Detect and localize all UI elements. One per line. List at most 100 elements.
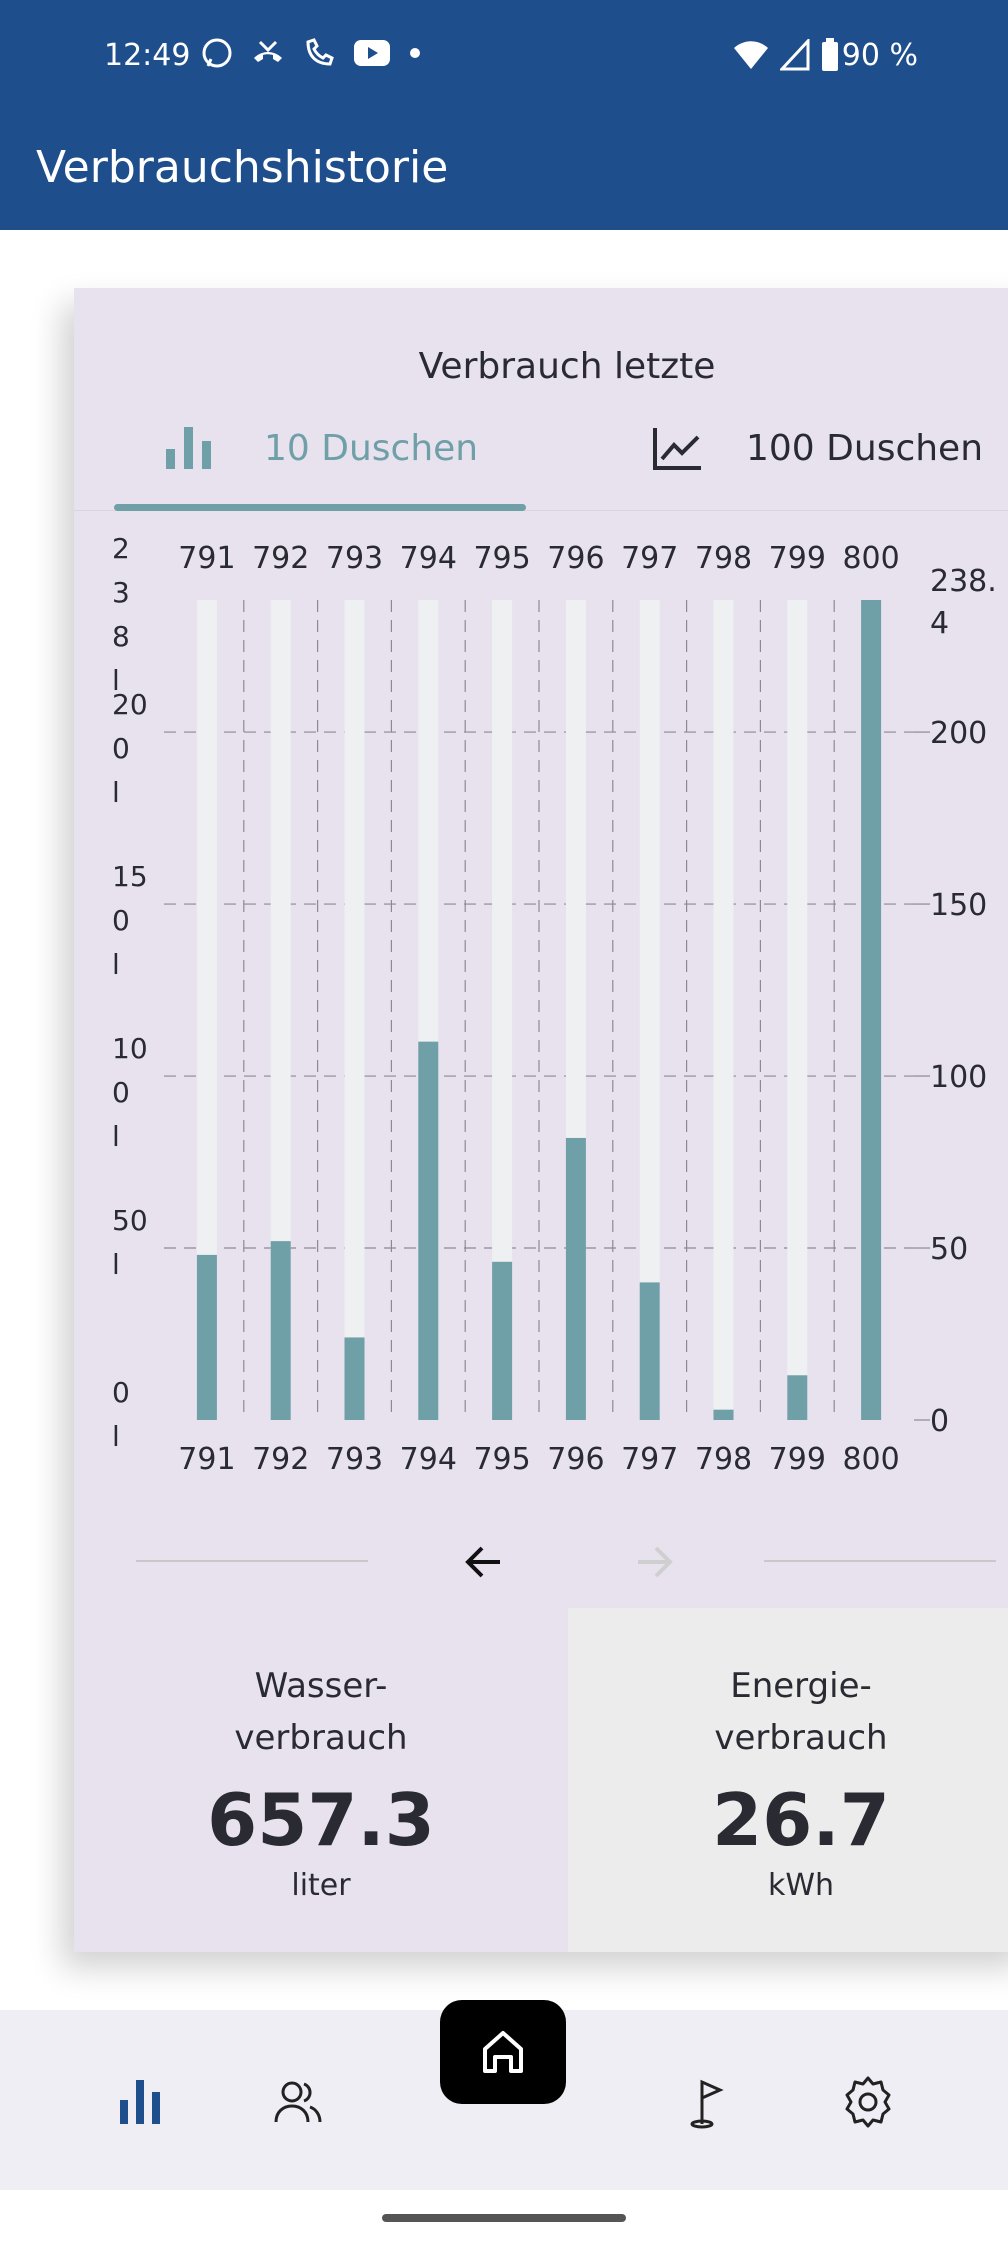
energy-label-line1: Energie-: [730, 1666, 872, 1706]
wifi-icon: [734, 41, 768, 69]
bar-track: [270, 600, 291, 1420]
tab-indicator: [114, 504, 526, 511]
x-tick-bottom-795: 795: [473, 1442, 530, 1477]
tab-10-showers[interactable]: 10 Duschen: [164, 418, 478, 478]
bar-791: [196, 1254, 217, 1420]
whatsapp-icon: [202, 38, 232, 68]
x-tick-bottom-798: 798: [695, 1442, 752, 1477]
left-axis-label: 0: [112, 904, 130, 937]
line-chart-icon: [653, 428, 701, 470]
x-tick-bottom-794: 794: [400, 1442, 457, 1477]
water-consumption-panel: Wasser- verbrauch 657.3 liter: [74, 1608, 568, 1952]
previous-arrow-icon[interactable]: [454, 1532, 514, 1592]
water-consumption-label: Wasser- verbrauch: [74, 1660, 568, 1764]
x-tick-top-793: 793: [326, 541, 383, 576]
consumption-card: Verbrauch letzte 10 Duschen 100 Duschen …: [74, 288, 1008, 1952]
battery-icon: [822, 38, 838, 71]
youtube-icon: [354, 40, 390, 66]
x-tick-top-797: 797: [621, 541, 678, 576]
left-axis-label: 10: [112, 1032, 148, 1065]
x-tick-bottom-791: 791: [178, 1442, 235, 1477]
bar-799: [787, 1375, 808, 1420]
left-axis-label: 0: [112, 1376, 130, 1409]
water-consumption-value: 657.3: [207, 1778, 435, 1862]
consumption-bar-chart: 791 791 792 792 793 793 794 794 795 795 796 796 797 7…: [112, 532, 997, 1477]
bottom-navigation: [0, 2000, 1008, 2190]
right-axis-label: 50: [930, 1232, 968, 1267]
energy-consumption-unit: kWh: [767, 1868, 835, 1903]
left-axis-label: 15: [112, 860, 148, 893]
settings-icon[interactable]: [836, 2070, 900, 2134]
x-tick-bottom-792: 792: [252, 1442, 309, 1477]
x-tick-bottom-797: 797: [621, 1442, 678, 1477]
left-axis-max-label: 3: [112, 576, 130, 609]
app-bar: Verbrauchshistorie: [0, 120, 1008, 230]
bar-797: [639, 1282, 660, 1420]
bar-track: [492, 600, 513, 1420]
bar-795: [492, 1261, 513, 1420]
x-tick-top-800: 800: [842, 541, 899, 576]
x-tick-bottom-799: 799: [769, 1442, 826, 1477]
card-heading: Verbrauch letzte: [418, 346, 716, 387]
bar-800: [861, 600, 882, 1420]
bar-794: [418, 1041, 439, 1420]
right-axis-label: 100: [930, 1060, 987, 1095]
energy-label-line2: verbrauch: [714, 1718, 888, 1758]
next-arrow-icon[interactable]: [624, 1532, 684, 1592]
left-axis-label: 50: [112, 1204, 148, 1237]
water-consumption-unit: liter: [291, 1868, 351, 1903]
chart-pagination: [74, 1526, 1008, 1596]
missed-call-icon: [254, 40, 282, 62]
water-label-line2: verbrauch: [234, 1718, 408, 1758]
x-tick-top-791: 791: [178, 541, 235, 576]
left-axis-label: l: [112, 1248, 120, 1281]
more-dot-icon: [410, 48, 420, 58]
x-tick-top-794: 794: [400, 541, 457, 576]
goal-flag-icon[interactable]: [678, 2070, 742, 2134]
energy-consumption-label: Energie- verbrauch: [568, 1660, 1008, 1764]
left-axis-label: 0: [112, 1076, 130, 1109]
left-axis-label: l: [112, 776, 120, 809]
notification-icons: [200, 36, 422, 70]
signal-icon: [780, 39, 810, 71]
tab-100-showers-label: 100 Duschen: [746, 427, 984, 469]
tab-100-showers[interactable]: 100 Duschen: [652, 418, 983, 478]
left-axis-label: l: [112, 948, 120, 981]
bar-track: [639, 600, 660, 1420]
bar-793: [344, 1337, 365, 1420]
bar-796: [565, 1137, 586, 1420]
bar-track: [787, 600, 808, 1420]
status-bar: 12:49 90 %: [0, 0, 1008, 120]
users-icon[interactable]: [266, 2070, 330, 2134]
right-axis-max-label: 238.: [930, 564, 997, 599]
home-icon: [483, 2031, 523, 2073]
energy-consumption-value: 26.7: [712, 1778, 890, 1862]
left-axis-label: 20: [112, 688, 148, 721]
bar-track: [344, 600, 365, 1420]
home-button[interactable]: [440, 2000, 566, 2104]
left-axis-label: l: [112, 1120, 120, 1153]
page-title: Verbrauchshistorie: [36, 142, 449, 193]
left-axis-max-label: 2: [112, 532, 130, 565]
right-axis-label: 150: [930, 888, 987, 923]
tab-divider: [74, 510, 1008, 511]
bar-chart-icon: [166, 427, 211, 469]
energy-consumption-panel: Energie- verbrauch 26.7 kWh: [568, 1608, 1008, 1952]
left-axis-max-label: l: [112, 664, 120, 697]
call-icon: [306, 38, 334, 66]
bar-798: [713, 1409, 734, 1420]
left-axis-label: 0: [112, 732, 130, 765]
left-axis-max-label: 8: [112, 620, 130, 653]
x-tick-bottom-796: 796: [547, 1442, 604, 1477]
statistics-icon[interactable]: [108, 2070, 172, 2134]
tab-10-showers-label: 10 Duschen: [264, 427, 479, 469]
water-label-line1: Wasser-: [254, 1666, 388, 1706]
bar-track: [713, 600, 734, 1420]
pagination-line-left: [136, 1560, 368, 1562]
bar-track: [196, 600, 217, 1420]
status-time: 12:49: [104, 38, 191, 73]
x-tick-top-792: 792: [252, 541, 309, 576]
x-tick-bottom-793: 793: [326, 1442, 383, 1477]
gesture-bar: [382, 2214, 626, 2222]
x-tick-top-796: 796: [547, 541, 604, 576]
